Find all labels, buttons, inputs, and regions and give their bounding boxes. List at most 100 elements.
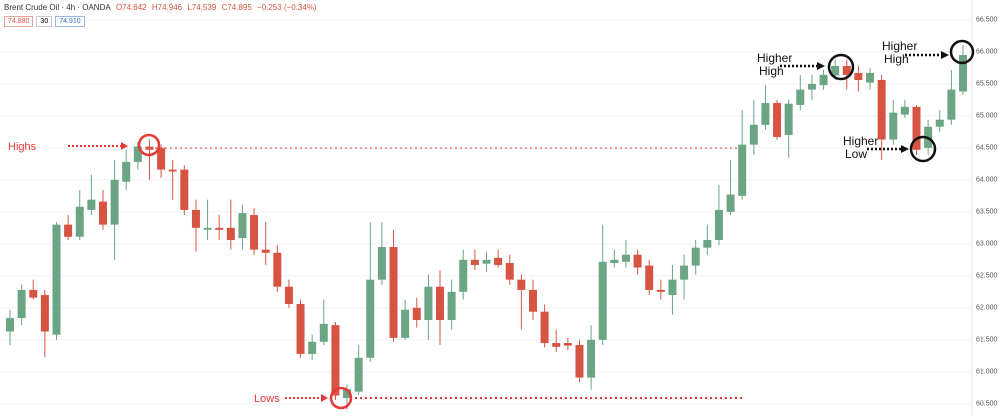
candle-body (726, 194, 735, 212)
candle-body (831, 65, 840, 76)
candle-body (157, 147, 166, 170)
candle-body (319, 323, 328, 342)
candle-body (552, 343, 561, 347)
candle-body (284, 286, 293, 304)
ohlc-close: C74.895 (221, 3, 252, 12)
candle-body (261, 249, 270, 253)
arrow-head (817, 62, 825, 70)
candle-body (29, 289, 38, 298)
candle-body (656, 289, 665, 292)
candle-body (587, 339, 596, 378)
y-tick-label: 63.000 (976, 241, 998, 248)
candle-body (412, 307, 421, 320)
arrow-head (941, 51, 949, 59)
candle-body (424, 286, 433, 320)
y-tick-label: 62.000 (976, 305, 998, 312)
candle-body (273, 252, 282, 287)
ohlc-low: L74.539 (187, 3, 217, 12)
candle-body (703, 240, 712, 248)
annotation: Lows (254, 393, 280, 405)
candle-body (691, 247, 700, 266)
y-tick-label: 66.000 (976, 49, 998, 56)
candle-body (668, 279, 677, 296)
annotation: Low (845, 147, 867, 161)
candle-body (226, 227, 235, 240)
price-boxes: 74.880 30 74.910 (4, 16, 85, 27)
annotation: Higher (757, 51, 792, 65)
candle-body (517, 279, 526, 290)
highlight-circle (949, 39, 975, 65)
candle-body (6, 318, 14, 332)
candle-body (87, 199, 96, 210)
candle-body (366, 279, 375, 358)
buy-price[interactable]: 74.910 (55, 16, 85, 27)
y-tick-label: 64.500 (976, 145, 998, 152)
candle-body (133, 146, 142, 162)
candle-body (935, 119, 944, 127)
annotation: Highs (8, 141, 37, 153)
candle-body (819, 74, 828, 86)
highlight-circle (137, 133, 161, 157)
candle-body (401, 309, 410, 338)
y-tick-label: 62.500 (976, 273, 998, 280)
candle-body (447, 291, 456, 320)
candle-body (122, 161, 131, 182)
arrow-head (121, 142, 128, 150)
legend-header: Brent Crude Oil · 4h · OANDA O74.642 H74… (4, 3, 320, 12)
candle-body (854, 72, 863, 80)
candle-body (494, 257, 503, 265)
ohlc-change: −0.253 (−0.34%) (257, 3, 317, 12)
y-tick-label: 61.500 (976, 337, 998, 344)
candle-body (900, 106, 909, 115)
y-tick-label: 65.500 (976, 81, 998, 88)
candle-body (191, 209, 200, 228)
y-tick-label: 65.000 (976, 113, 998, 120)
candle-body (575, 344, 584, 378)
candle-body (75, 206, 84, 237)
symbol: Brent Crude Oil · 4h · OANDA (4, 3, 111, 12)
candle-body (749, 124, 758, 145)
candle-body (889, 112, 898, 140)
candle-body (180, 169, 189, 210)
candle-body (947, 89, 956, 120)
candle-body (866, 72, 875, 83)
candle-body (203, 227, 212, 230)
candle-body (215, 227, 224, 230)
candle-body (959, 55, 967, 92)
highlight-circle (329, 386, 353, 410)
candle-body (110, 179, 119, 225)
candle-body (389, 247, 398, 338)
candle-body (842, 65, 851, 75)
y-tick-label: 63.500 (976, 209, 998, 216)
candle-body (784, 103, 793, 136)
y-tick-label: 60.500 (976, 401, 998, 408)
candle-body (343, 389, 352, 399)
candle-body (796, 89, 805, 105)
candle-body (540, 311, 549, 344)
candle-body (482, 259, 491, 264)
ohlc-open: O74.642 (115, 3, 147, 12)
annotation: Higher (843, 134, 878, 148)
candle-body (40, 295, 49, 332)
candle-body (377, 247, 386, 280)
annotation: High (884, 52, 909, 66)
candle-body (621, 254, 630, 262)
candle-body (807, 83, 816, 90)
candle-body (877, 80, 886, 140)
candle-body (145, 146, 154, 150)
candle-body (354, 357, 363, 392)
candle-body (680, 265, 689, 280)
arrow-head (321, 394, 328, 402)
candle-body (238, 213, 247, 239)
candle-body (773, 103, 782, 137)
spread: 30 (36, 16, 53, 27)
sell-price[interactable]: 74.880 (4, 16, 34, 27)
candle-body (459, 259, 468, 292)
candle-body (331, 325, 340, 396)
candle-body (598, 261, 607, 340)
y-tick-label: 64.000 (976, 177, 998, 184)
y-tick-label: 66.500 (976, 17, 998, 24)
candle-body (98, 201, 107, 225)
candle-body (761, 103, 770, 125)
